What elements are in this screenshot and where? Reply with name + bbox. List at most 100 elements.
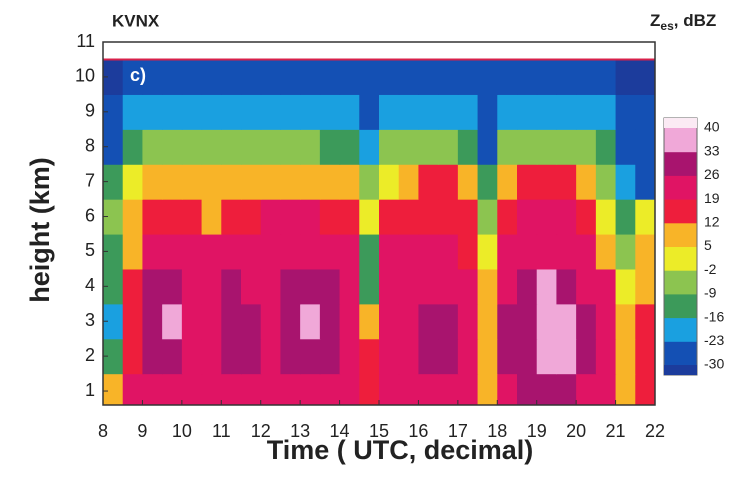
contour-cell [438, 338, 459, 375]
contour-cell [339, 373, 360, 405]
contour-cell [635, 59, 655, 95]
contour-cell [241, 59, 262, 95]
contour-cell [103, 233, 124, 270]
contour-cell [260, 164, 282, 200]
contour-cell [418, 129, 439, 165]
contour-cell [438, 268, 459, 305]
contour-cell [359, 303, 380, 340]
field [103, 59, 655, 405]
contour-cell [418, 303, 439, 340]
contour-cell [517, 268, 538, 305]
contour-cell [576, 129, 597, 165]
contour-cell [497, 268, 518, 305]
contour-cell [615, 129, 636, 165]
contour-cell [398, 268, 420, 305]
x-tick-label: 13 [290, 421, 310, 441]
contour-cell [477, 129, 498, 165]
contour-cell [595, 373, 617, 405]
contour-cell [162, 59, 183, 95]
colorbar-label: -16 [704, 308, 724, 324]
contour-cell [221, 94, 242, 130]
colorbar-label: -23 [704, 332, 724, 348]
contour-cell [339, 199, 360, 235]
contour-cell [379, 94, 400, 130]
contour-cell [556, 338, 577, 375]
contour-cell [576, 233, 597, 270]
contour-cell [595, 94, 617, 130]
contour-cell [517, 164, 538, 200]
x-tick-label: 22 [645, 421, 665, 441]
x-tick-label: 17 [448, 421, 468, 441]
x-tick-label: 19 [527, 421, 547, 441]
chart-title: KVNX [112, 11, 160, 30]
contour-cell [457, 59, 479, 95]
contour-cell [359, 338, 380, 375]
contour-cell [319, 59, 341, 95]
contour-cell [103, 373, 124, 405]
contour-cell [260, 268, 282, 305]
contour-cell [280, 338, 301, 375]
contour-cell [576, 338, 597, 375]
contour-cell [142, 268, 163, 305]
x-tick-label: 10 [172, 421, 192, 441]
contour-cell [319, 94, 341, 130]
contour-cell [438, 129, 459, 165]
contour-cell [576, 94, 597, 130]
colorbar-label: 40 [704, 119, 720, 135]
contour-cell [103, 199, 124, 235]
contour-cell [359, 164, 380, 200]
colorbar-band [664, 317, 697, 342]
contour-cell [221, 268, 242, 305]
contour-cell [181, 268, 203, 305]
y-axis-label: height (km) [25, 157, 55, 303]
contour-cell [221, 59, 242, 95]
contour-cell [635, 164, 655, 200]
colorbar-label: 5 [704, 237, 712, 253]
contour-cell [221, 303, 242, 340]
contour-cell [457, 233, 479, 270]
contour-cell [122, 199, 144, 235]
contour-cell [181, 59, 203, 95]
contour-cell [260, 94, 282, 130]
contour-cell [319, 164, 341, 200]
colorbar-over [664, 118, 697, 128]
contour-cell [359, 268, 380, 305]
y-tick-label: 3 [85, 310, 95, 330]
x-tick-label: 15 [369, 421, 389, 441]
contour-cell [162, 268, 183, 305]
contour-cell [517, 129, 538, 165]
contour-cell [615, 373, 636, 405]
contour-cell [300, 129, 321, 165]
contour-cell [536, 233, 558, 270]
contour-cell [201, 164, 222, 200]
contour-cell [398, 164, 420, 200]
contour-cell [201, 59, 222, 95]
contour-cell [438, 164, 459, 200]
contour-cell [497, 199, 518, 235]
contour-cell [398, 94, 420, 130]
contour-cell [497, 129, 518, 165]
contour-cell [162, 233, 183, 270]
contour-cell [339, 303, 360, 340]
contour-cell [339, 129, 360, 165]
contour-cell [241, 199, 262, 235]
y-tick-label: 4 [85, 275, 95, 295]
y-tick-label: 7 [85, 170, 95, 190]
contour-cell [319, 129, 341, 165]
contour-cell [635, 199, 655, 235]
contour-cell [457, 199, 479, 235]
contour-cell [418, 268, 439, 305]
contour-cell [536, 129, 558, 165]
y-tick-label: 9 [85, 101, 95, 121]
contour-cell [595, 129, 617, 165]
contour-cell [576, 373, 597, 405]
contour-cell [241, 303, 262, 340]
contour-cell [595, 268, 617, 305]
contour-cell [359, 199, 380, 235]
contour-cell [379, 59, 400, 95]
contour-cell [418, 164, 439, 200]
contour-cell [319, 199, 341, 235]
contour-cell [201, 129, 222, 165]
contour-cell [201, 233, 222, 270]
